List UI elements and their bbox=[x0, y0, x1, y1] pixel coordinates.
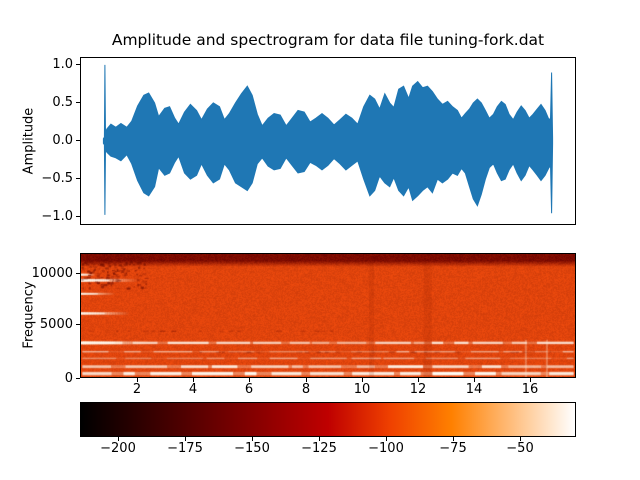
colorbar-tick-0-label: −200 bbox=[100, 441, 136, 456]
colorbar-tick-4-label: −100 bbox=[368, 441, 404, 456]
amplitude-ytick-2-mark bbox=[76, 140, 80, 141]
frequency-ytick-2-label: 0 bbox=[64, 371, 73, 386]
amplitude-ytick-2-label: 0.0 bbox=[52, 133, 73, 148]
amplitude-ytick-1-label: 0.5 bbox=[52, 95, 73, 110]
colorbar-tick-6-label: −50 bbox=[506, 441, 534, 456]
time-xtick-1-mark bbox=[193, 378, 194, 382]
colorbar-tick-3-label: −125 bbox=[301, 441, 337, 456]
colorbar-tick-1-mark bbox=[185, 437, 186, 441]
spectrogram-axes bbox=[80, 253, 576, 378]
amplitude-ytick-0-mark bbox=[76, 64, 80, 65]
colorbar bbox=[80, 402, 576, 437]
frequency-ytick-1-label: 5000 bbox=[39, 317, 73, 332]
amplitude-ytick-4-mark bbox=[76, 216, 80, 217]
time-xtick-3-label: 8 bbox=[301, 382, 311, 397]
colorbar-tick-2-label: −150 bbox=[234, 441, 270, 456]
amplitude-ytick-0-label: 1.0 bbox=[52, 57, 73, 72]
time-xtick-0-mark bbox=[137, 378, 138, 382]
time-xtick-6-mark bbox=[474, 378, 475, 382]
frequency-ytick-0-label: 10000 bbox=[31, 266, 73, 281]
figure-title: Amplitude and spectrogram for data file … bbox=[111, 31, 545, 49]
time-xtick-0-label: 2 bbox=[132, 382, 142, 397]
colorbar-tick-6-mark bbox=[520, 437, 521, 441]
time-xtick-5-label: 12 bbox=[409, 382, 427, 397]
spectrogram-image bbox=[81, 254, 575, 377]
time-xtick-4-label: 10 bbox=[353, 382, 371, 397]
amplitude-axes bbox=[80, 57, 576, 225]
colorbar-tick-0-mark bbox=[118, 437, 119, 441]
colorbar-tick-5-label: −75 bbox=[439, 441, 467, 456]
colorbar-tick-4-mark bbox=[386, 437, 387, 441]
frequency-ytick-0-mark bbox=[76, 273, 80, 274]
time-xtick-1-label: 4 bbox=[188, 382, 198, 397]
waveform-envelope bbox=[102, 64, 554, 215]
time-xtick-7-label: 16 bbox=[521, 382, 539, 397]
time-xtick-5-mark bbox=[418, 378, 419, 382]
time-xtick-4-mark bbox=[362, 378, 363, 382]
amplitude-ytick-3-label: −0.5 bbox=[41, 171, 73, 186]
amplitude-ytick-1-mark bbox=[76, 102, 80, 103]
frequency-ytick-2-mark bbox=[76, 378, 80, 379]
time-xtick-2-mark bbox=[249, 378, 250, 382]
frequency-ytick-1-mark bbox=[76, 324, 80, 325]
time-xtick-7-mark bbox=[530, 378, 531, 382]
time-xtick-3-mark bbox=[306, 378, 307, 382]
colorbar-tick-5-mark bbox=[453, 437, 454, 441]
colorbar-tick-2-mark bbox=[252, 437, 253, 441]
amplitude-ytick-3-mark bbox=[76, 178, 80, 179]
colorbar-tick-1-label: −175 bbox=[167, 441, 203, 456]
time-xtick-2-label: 6 bbox=[244, 382, 254, 397]
waveform-plot bbox=[102, 64, 554, 215]
time-xtick-6-label: 14 bbox=[465, 382, 483, 397]
amplitude-ytick-4-label: −1.0 bbox=[41, 209, 73, 224]
colorbar-tick-3-mark bbox=[319, 437, 320, 441]
frequency-ylabel: Frequency bbox=[21, 281, 37, 349]
